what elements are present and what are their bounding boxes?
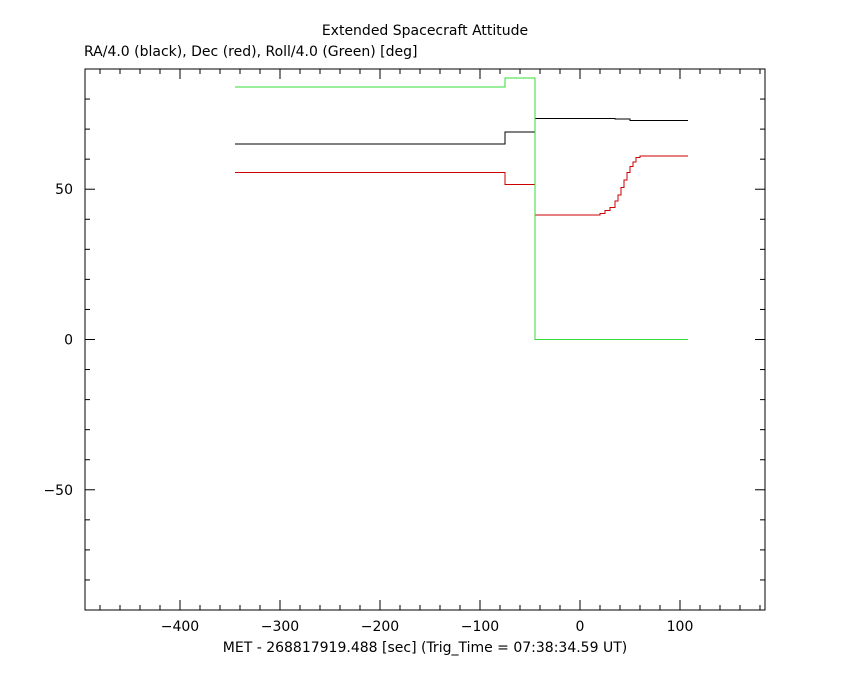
series-line-3 <box>235 77 688 340</box>
series-line-2 <box>235 155 688 216</box>
x-tick-label: −200 <box>361 619 399 635</box>
x-tick-label: −400 <box>161 619 199 635</box>
axis-ticks <box>85 68 765 611</box>
x-tick-label: −300 <box>261 619 299 635</box>
x-tick-label: 100 <box>667 619 694 635</box>
series-group <box>235 77 688 340</box>
y-tick-label: 50 <box>55 182 73 198</box>
x-tick-label: −100 <box>461 619 499 635</box>
series-line-1 <box>235 118 688 145</box>
x-axis-label: MET - 268817919.488 [sec] (Trig_Time = 0… <box>222 640 628 656</box>
x-tick-label: 0 <box>576 619 585 635</box>
tick-labels: −400 −300 −200 −100 0 100 −50 0 50 <box>43 182 693 635</box>
y-tick-label: −50 <box>43 483 73 499</box>
y-tick-label: 0 <box>64 333 73 349</box>
chart-title: Extended Spacecraft Attitude <box>321 23 529 39</box>
chart-subtitle: RA/4.0 (black), Dec (red), Roll/4.0 (Gre… <box>84 44 418 60</box>
